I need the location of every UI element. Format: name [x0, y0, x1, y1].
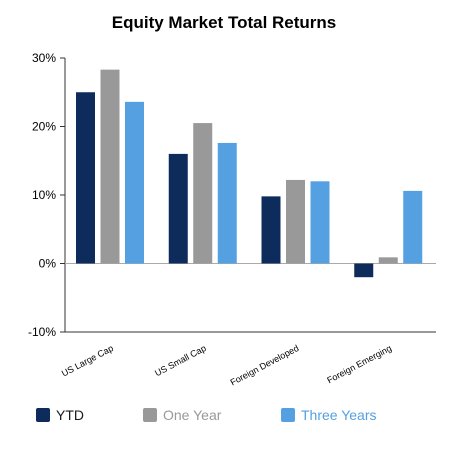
bars	[76, 69, 423, 278]
legend-swatch-ytd	[36, 408, 50, 422]
bar-ytd-us-large-cap	[76, 92, 95, 264]
legend: YTD One Year Three Years	[36, 407, 377, 423]
legend-label-one-year: One Year	[163, 407, 222, 423]
bar-three-years-us-large-cap	[125, 101, 144, 264]
category-label-us-small-cap: US Small Cap	[153, 343, 208, 378]
y-tick-label: 30%	[32, 51, 56, 65]
bar-three-years-foreign-developed	[310, 181, 330, 264]
chart-title: Equity Market Total Returns	[112, 13, 337, 32]
y-tick-label: 10%	[32, 188, 56, 202]
bar-one-year-us-large-cap	[100, 69, 120, 264]
category-label-foreign-emerging: Foreign Emerging	[325, 343, 393, 385]
legend-label-three-years: Three Years	[301, 407, 377, 423]
axes: -10% 0% 10% 20% 30%	[28, 51, 436, 339]
y-tick-label: 0%	[39, 257, 57, 271]
category-label-us-large-cap: US Large Cap	[60, 343, 115, 379]
bar-ytd-foreign-emerging	[354, 263, 374, 278]
bar-one-year-foreign-developed	[286, 179, 305, 264]
legend-swatch-one-year	[143, 408, 157, 422]
legend-swatch-three-years	[281, 408, 295, 422]
bar-ytd-foreign-developed	[261, 196, 281, 264]
bar-one-year-us-small-cap	[193, 123, 213, 264]
y-tick-label: 20%	[32, 120, 56, 134]
bar-ytd-us-small-cap	[168, 153, 188, 264]
y-tick-label: -10%	[28, 325, 56, 339]
category-labels: US Large Cap US Small Cap Foreign Develope…	[60, 343, 393, 388]
bar-three-years-us-small-cap	[217, 142, 237, 264]
category-label-foreign-developed: Foreign Developed	[229, 343, 301, 388]
bar-one-year-foreign-emerging	[378, 257, 398, 264]
legend-label-ytd: YTD	[56, 407, 84, 423]
bar-three-years-foreign-emerging	[403, 190, 423, 264]
